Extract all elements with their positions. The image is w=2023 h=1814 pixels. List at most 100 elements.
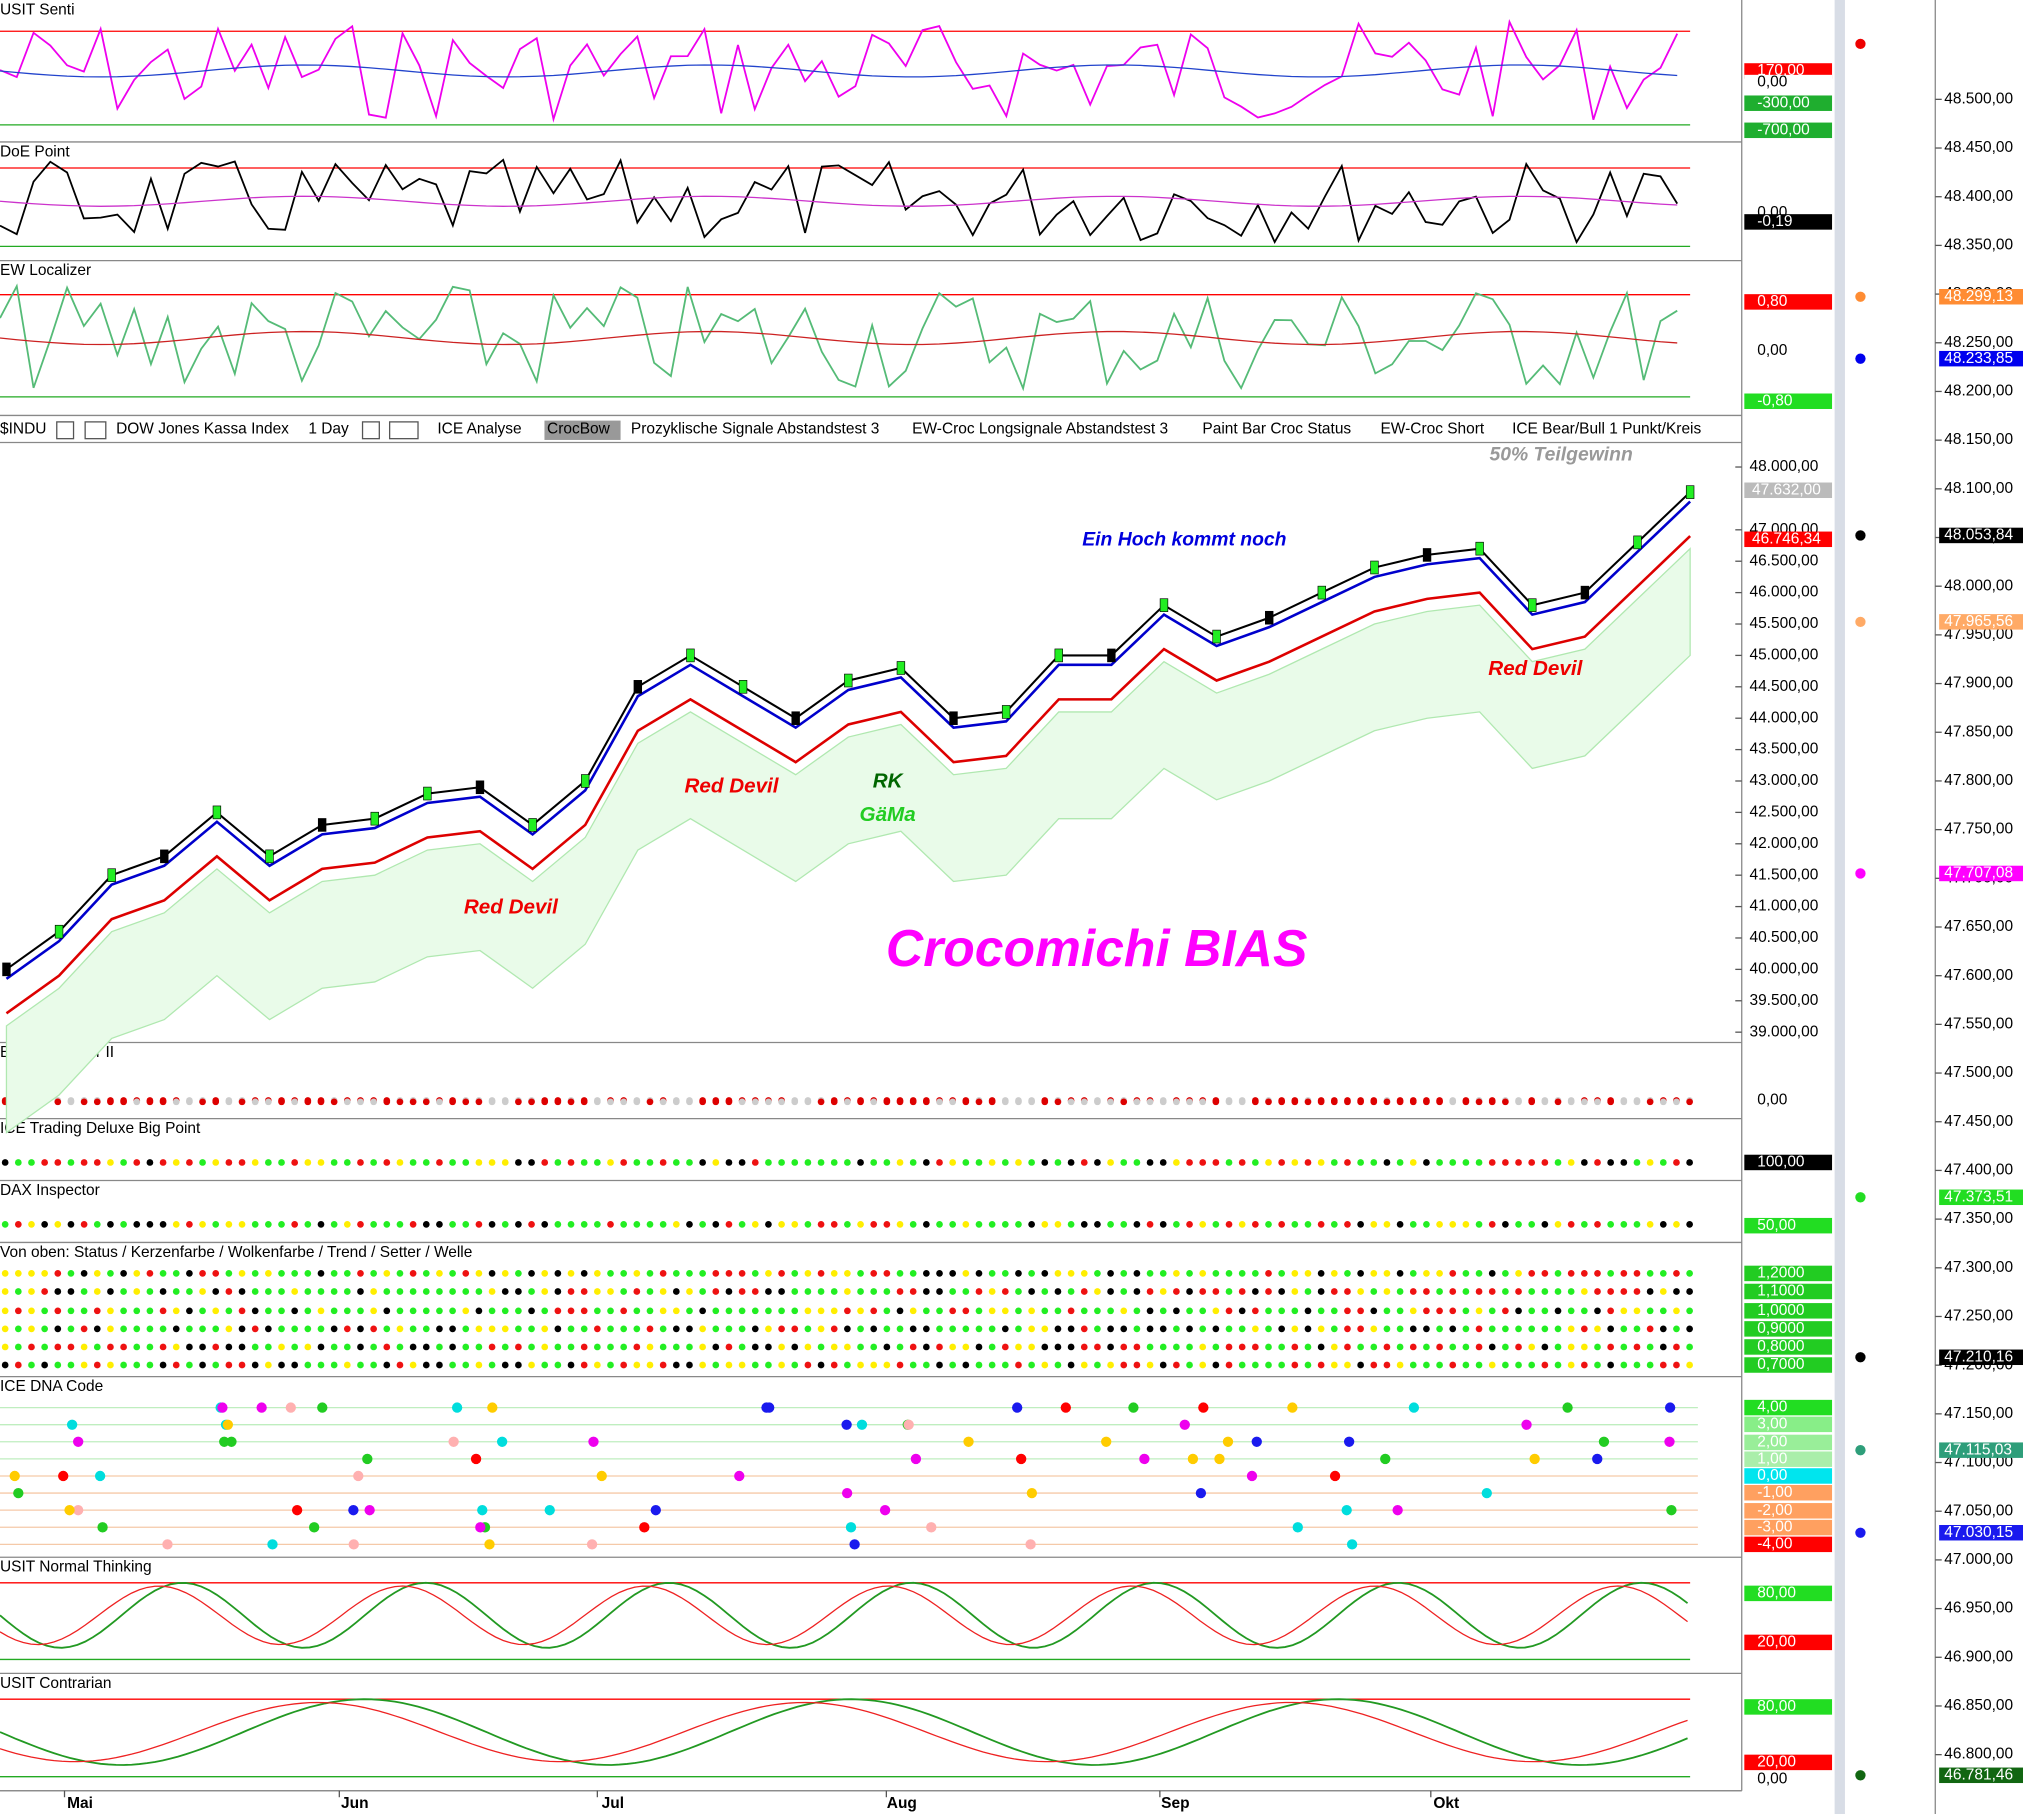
signal-dot	[1567, 1098, 1575, 1106]
right-tick-label: 46.950,00	[1944, 1600, 2013, 1617]
oscillator-line	[0, 157, 1679, 245]
signal-dot	[936, 1343, 943, 1351]
signal-dot	[265, 1325, 272, 1333]
signal-dot	[1054, 1159, 1062, 1166]
signal-dot	[1265, 1325, 1272, 1333]
signal-dot	[251, 1307, 259, 1315]
signal-dot	[1396, 1325, 1404, 1333]
dropdown[interactable]	[361, 421, 380, 440]
signal-dot	[1344, 1159, 1351, 1166]
signal-dot	[765, 1270, 772, 1277]
signal-dot	[291, 1361, 299, 1369]
signal-dot	[1317, 1098, 1325, 1106]
toolbar-item[interactable]: Prozyklische Signale Abstandstest 3	[631, 421, 879, 438]
dna-dot	[903, 1419, 914, 1430]
signal-dot	[593, 1288, 601, 1295]
signal-dot	[1120, 1307, 1128, 1315]
signal-dot	[107, 1343, 114, 1351]
signal-dot	[80, 1221, 88, 1228]
toolbar-item[interactable]: CrocBow	[547, 421, 611, 438]
signal-dot	[922, 1307, 930, 1315]
toolbar-item[interactable]: ICE Analyse	[437, 421, 521, 438]
signal-dot	[1528, 1307, 1536, 1315]
signal-dot	[330, 1288, 338, 1295]
signal-dot	[488, 1343, 496, 1351]
signal-dot	[93, 1270, 101, 1277]
signal-dot	[883, 1159, 891, 1166]
signal-dot	[475, 1159, 483, 1166]
signal-dot	[1107, 1288, 1114, 1295]
signal-dot	[186, 1343, 193, 1351]
signal-dot	[633, 1159, 641, 1166]
signal-dot	[1067, 1270, 1075, 1277]
x-tick-label: Sep	[1161, 1795, 1189, 1812]
value-tag-label: 48.299,13	[1944, 288, 2013, 305]
signal-dot	[936, 1221, 943, 1228]
right-tick-label: 47.500,00	[1944, 1064, 2013, 1081]
signal-dot	[1199, 1288, 1207, 1295]
value-tag	[1939, 527, 2023, 544]
signal-dot	[817, 1221, 825, 1228]
panel-title: USIT Contrarian	[0, 1675, 111, 1692]
signal-dot	[765, 1325, 772, 1333]
signal-dot	[672, 1361, 680, 1369]
signal-dot	[1, 1270, 9, 1277]
right-tick-label: 48.500,00	[1944, 90, 2013, 107]
value-tag-label: 0,7000	[1757, 1356, 1804, 1373]
dna-dot	[764, 1402, 775, 1413]
signal-dot	[1265, 1361, 1272, 1369]
signal-dot	[712, 1307, 720, 1315]
signal-dot	[620, 1325, 628, 1333]
signal-dot	[449, 1270, 456, 1277]
marker-dot	[1855, 1192, 1866, 1203]
signal-dot	[1594, 1325, 1601, 1333]
signal-dot	[278, 1270, 285, 1277]
signal-dot	[922, 1361, 930, 1369]
signal-dot	[817, 1270, 825, 1277]
signal-dot	[146, 1307, 154, 1315]
signal-dot	[778, 1159, 785, 1166]
y-tick-label: 42.500,00	[1749, 803, 1818, 820]
dropdown[interactable]	[388, 421, 419, 440]
toolbar-item[interactable]: ICE Bear/Bull 1 Punkt/Kreis	[1512, 421, 1701, 438]
signal-dot	[436, 1325, 443, 1333]
signal-dot	[1344, 1098, 1351, 1106]
signal-dot	[1646, 1270, 1654, 1277]
signal-dot	[1475, 1159, 1483, 1166]
signal-dot	[659, 1098, 667, 1106]
signal-dot	[1567, 1343, 1575, 1351]
value-tag-label: -0,19	[1757, 213, 1792, 230]
right-tick-label: 48.400,00	[1944, 188, 2013, 205]
signal-dot	[1304, 1098, 1312, 1106]
signal-dot	[909, 1343, 917, 1351]
value-tag	[1744, 1451, 1833, 1467]
toolbar-item[interactable]: EW-Croc Longsignale Abstandstest 3	[912, 421, 1168, 438]
y-tick-label: 45.000,00	[1749, 646, 1818, 663]
dna-dot	[364, 1505, 375, 1516]
signal-dot	[159, 1221, 167, 1228]
value-tag-label: 48.053,84	[1944, 527, 2013, 544]
dropdown[interactable]	[84, 421, 107, 440]
signal-dot	[1554, 1098, 1562, 1106]
signal-dot	[1607, 1270, 1615, 1277]
signal-dot	[817, 1159, 825, 1166]
toolbar-item[interactable]: EW-Croc Short	[1380, 421, 1484, 438]
dna-dot	[1598, 1436, 1610, 1447]
dna-dot	[849, 1539, 860, 1550]
signal-dot	[1554, 1343, 1562, 1351]
signal-dot	[791, 1159, 799, 1166]
signal-dot	[1502, 1361, 1509, 1369]
signal-dot	[1409, 1159, 1417, 1166]
dropdown[interactable]	[56, 421, 75, 440]
right-tick-label: 48.200,00	[1944, 383, 2013, 400]
signal-dot	[1278, 1159, 1286, 1166]
toolbar-item[interactable]: Paint Bar Croc Status	[1202, 421, 1351, 438]
signal-dot	[1488, 1325, 1496, 1333]
signal-dot	[488, 1098, 496, 1106]
signal-dot	[1330, 1307, 1338, 1315]
signal-dot	[54, 1221, 62, 1228]
signal-dot	[1357, 1288, 1364, 1295]
y-tick-label: 46.000,00	[1749, 584, 1818, 601]
signal-dot	[462, 1288, 470, 1295]
signal-dot	[1607, 1098, 1615, 1106]
